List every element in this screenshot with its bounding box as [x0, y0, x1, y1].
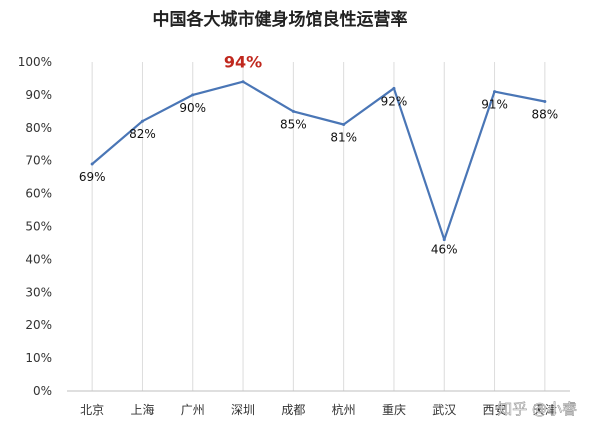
x-tick-label: 重庆	[382, 403, 406, 417]
data-point	[543, 99, 547, 103]
data-label: 91%	[481, 98, 508, 112]
data-label: 46%	[431, 243, 458, 257]
data-point	[442, 238, 446, 242]
y-tick-label: 50%	[25, 220, 52, 234]
y-tick-label: 30%	[25, 285, 52, 299]
series-line-path	[91, 80, 546, 241]
data-label: 88%	[532, 107, 559, 121]
x-tick-label: 武汉	[432, 403, 456, 417]
data-label: 69%	[79, 170, 106, 184]
y-tick-label: 40%	[25, 252, 52, 266]
data-point	[90, 162, 94, 166]
y-tick-label: 70%	[25, 154, 52, 168]
chart-title: 中国各大城市健身场馆良性运营率	[153, 9, 408, 30]
data-point	[493, 90, 497, 94]
y-axis: 0% 10% 20% 30% 40% 50% 60% 70% 80% 90% 100%	[18, 55, 52, 398]
watermark: 知乎 @小睿	[497, 400, 577, 418]
data-point	[191, 93, 195, 97]
y-tick-label: 60%	[25, 187, 52, 201]
x-tick-label: 北京	[80, 403, 104, 417]
y-tick-label: 0%	[33, 384, 52, 398]
data-label: 81%	[330, 131, 357, 145]
y-tick-label: 20%	[25, 318, 52, 332]
data-point	[342, 123, 346, 127]
x-tick-label: 深圳	[231, 403, 255, 417]
y-tick-label: 80%	[25, 121, 52, 135]
y-tick-label: 90%	[25, 88, 52, 102]
x-tick-label: 上海	[130, 402, 154, 417]
x-tick-label: 天津	[533, 403, 557, 417]
y-tick-label: 100%	[18, 55, 52, 69]
data-label-highlight: 94%	[224, 53, 262, 72]
x-tick-label: 杭州	[332, 402, 356, 417]
y-tick-label: 10%	[25, 351, 52, 365]
data-point	[241, 80, 245, 84]
grid-lines	[91, 62, 546, 391]
x-tick-label: 成都	[281, 403, 305, 417]
data-label: 90%	[179, 101, 206, 115]
data-point	[140, 119, 144, 123]
data-point	[291, 109, 295, 113]
data-labels: 69% 82% 90% 94% 85% 81% 92% 46% 91% 88%	[79, 53, 558, 257]
data-label: 92%	[381, 94, 408, 108]
data-point	[392, 86, 396, 90]
data-label: 82%	[129, 127, 156, 141]
data-label: 85%	[280, 117, 307, 131]
x-tick-label: 广州	[181, 403, 205, 417]
x-axis: 北京 上海 广州 深圳 成都 杭州 重庆 武汉 西安 天津	[67, 390, 570, 417]
x-tick-label: 西安	[483, 402, 507, 417]
series-line	[90, 80, 547, 242]
